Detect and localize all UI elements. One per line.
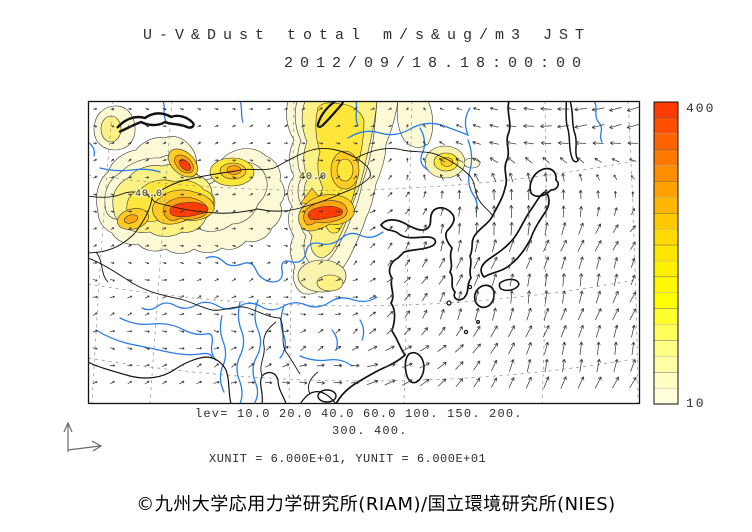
colorbar-max-label: 400 [686, 101, 715, 116]
units-caption: XUNIT = 6.000E+01, YUNIT = 6.000E+01 [209, 452, 487, 466]
lake-balkhash [116, 112, 195, 134]
lev-caption-line-1: lev= 10.0 20.0 40.0 60.0 100. 150. 200. [195, 407, 523, 421]
colorbar-cell [653, 324, 679, 342]
border-kazakh-2 [89, 197, 153, 254]
contour-label-west: 40.0 [135, 189, 163, 200]
river-brahmaputra [119, 317, 217, 361]
coast-hainan [317, 389, 337, 403]
contour-label-central: 40.0 [299, 172, 327, 183]
colorbar-cell [653, 101, 679, 119]
border-mongolia [151, 147, 371, 214]
dust-core-d-red [307, 205, 343, 221]
coastlines [89, 102, 579, 403]
border-himalaya [89, 257, 281, 319]
colorbar-min-label: 10 [686, 396, 706, 411]
map-frame [87, 100, 641, 405]
river-ne-corner [593, 102, 603, 143]
dust-blob-e-pale [396, 102, 434, 148]
colorbar-cell [653, 181, 679, 199]
coast-shikoku [498, 278, 520, 292]
river-sungari [419, 127, 429, 171]
border-indochina-1 [279, 317, 301, 375]
river-siberia-2 [239, 102, 244, 123]
border-vietnam-inner [307, 371, 319, 395]
river-se-2 [359, 319, 365, 341]
axis-orientation-icon [63, 421, 103, 452]
dust-contour-fills [93, 102, 481, 295]
river-yangtze-bend [279, 305, 286, 359]
colorbar [653, 101, 679, 405]
borders [89, 147, 493, 395]
colorbar-cell [653, 292, 679, 310]
dust-core-bsw-orange [123, 214, 139, 224]
dust-tip-mid [316, 274, 344, 292]
colorbar-cell [653, 165, 679, 183]
colorbar-cell [653, 340, 679, 357]
colorbar-cell [653, 117, 679, 135]
colorbar-cell [653, 197, 679, 214]
wind-arrow-field [92, 106, 639, 389]
credit-caption: ©九州大学応用力学研究所(RIAM)/国立環境研究所(NIES) [136, 494, 616, 515]
dust-ring-d-upper-bright [336, 158, 354, 182]
river-pearl [299, 355, 353, 367]
lev-caption-line-2: 300. 400. [332, 424, 408, 438]
lakes [116, 102, 344, 134]
coast-honshu [480, 191, 550, 279]
coast-kyushu [473, 284, 495, 309]
river-tarim [99, 167, 161, 173]
chart-title-line-2: 2012/09/18.18:00:00 [284, 55, 589, 72]
coast-vietnam [300, 391, 336, 403]
river-yangtze [141, 296, 378, 311]
wind-vectors [92, 106, 639, 389]
colorbar-cell [653, 213, 679, 230]
river-salween [236, 301, 245, 403]
river-yellow [205, 231, 384, 283]
river-irrawaddy [219, 315, 227, 393]
colorbar-cell [653, 276, 679, 294]
coast-mainland [335, 102, 511, 403]
dust-core-b2-red [178, 159, 192, 171]
coast-bay-of-bengal [89, 356, 232, 403]
border-tibet-west [95, 251, 109, 283]
colorbar-cell [653, 244, 679, 262]
colorbar-cell [653, 387, 679, 405]
colorbar-cell [653, 308, 679, 326]
rivers [89, 102, 603, 403]
coast-sakhalin [565, 102, 579, 163]
island-tsushima [467, 284, 473, 290]
lake-baikal [316, 102, 344, 128]
dust-blob-e2-gold [440, 157, 454, 167]
island-ryukyu-1 [463, 329, 469, 335]
river-west-edge [89, 141, 96, 157]
river-ganges [95, 329, 213, 358]
border-indochina-2 [260, 321, 277, 377]
colorbar-cell [653, 149, 679, 167]
coast-hokkaido [529, 167, 560, 198]
chart-title-line-1: U-V&Dust total m/s&ug/m3 JST [143, 27, 592, 44]
river-siberia-1 [162, 102, 167, 122]
river-se-1 [331, 329, 338, 351]
coast-gulf-thailand [259, 371, 287, 403]
river-ussuri [467, 139, 478, 213]
colorbar-cell [653, 371, 679, 389]
river-amur [347, 107, 471, 139]
colorbar-cell [653, 260, 679, 278]
coast-taiwan [404, 351, 425, 384]
river-mekong [252, 299, 262, 403]
island-ryukyu-2 [476, 320, 481, 325]
river-siberia-3 [355, 102, 359, 127]
border-amur-region [355, 147, 493, 216]
colorbar-cell [653, 228, 679, 246]
island-jeju [446, 300, 452, 306]
colorbar-cell [653, 133, 679, 151]
colorbar-cell [653, 356, 679, 373]
border-kazakh-1 [89, 191, 153, 199]
colorbar-border [653, 101, 679, 405]
